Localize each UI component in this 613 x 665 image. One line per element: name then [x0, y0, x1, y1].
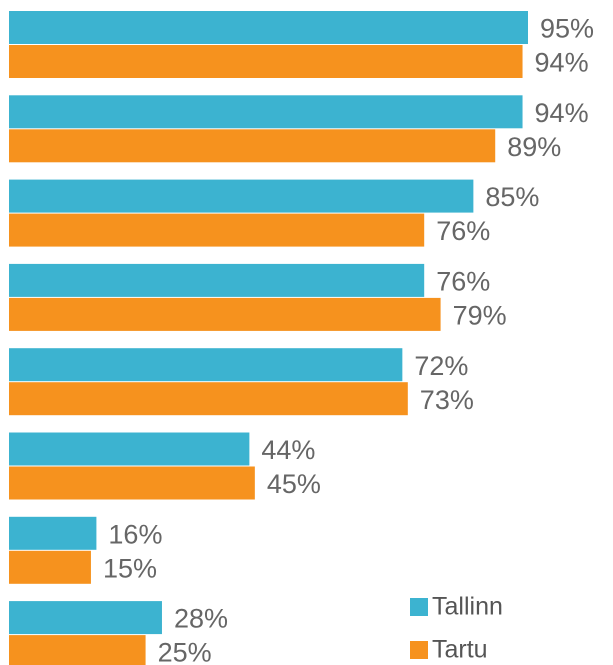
- value-label: 25%: [158, 638, 212, 665]
- value-label: 16%: [108, 519, 162, 549]
- legend-label: Tartu: [432, 636, 488, 664]
- value-label: 44%: [261, 435, 315, 465]
- bar: [9, 516, 97, 550]
- bar: [9, 297, 441, 331]
- bar: [9, 635, 146, 665]
- bar: [9, 11, 528, 44]
- value-label: 89%: [507, 132, 561, 162]
- value-label: 85%: [485, 182, 539, 212]
- value-label: 79%: [453, 301, 507, 331]
- bar: [9, 466, 255, 500]
- bar: [9, 95, 523, 129]
- value-label: 76%: [436, 216, 490, 246]
- value-label: 95%: [540, 14, 594, 44]
- legend-label: Tallinn: [432, 593, 503, 621]
- value-label: 15%: [103, 553, 157, 583]
- bar: [9, 179, 474, 213]
- bar: [9, 213, 425, 247]
- value-label: 94%: [535, 48, 589, 78]
- value-label: 76%: [436, 267, 490, 297]
- legend-swatch: [410, 598, 428, 616]
- value-label: 28%: [174, 604, 228, 634]
- bar: [9, 263, 425, 297]
- bar: [9, 550, 91, 584]
- legend-swatch: [410, 641, 428, 659]
- value-label: 45%: [267, 469, 321, 499]
- bar: [9, 348, 403, 382]
- value-label: 72%: [414, 351, 468, 381]
- bar: [9, 601, 162, 635]
- bar: [9, 45, 523, 78]
- bar: [9, 432, 250, 466]
- bar: [9, 382, 408, 416]
- bar: [9, 129, 496, 163]
- value-label: 73%: [420, 385, 474, 415]
- value-label: 94%: [535, 98, 589, 128]
